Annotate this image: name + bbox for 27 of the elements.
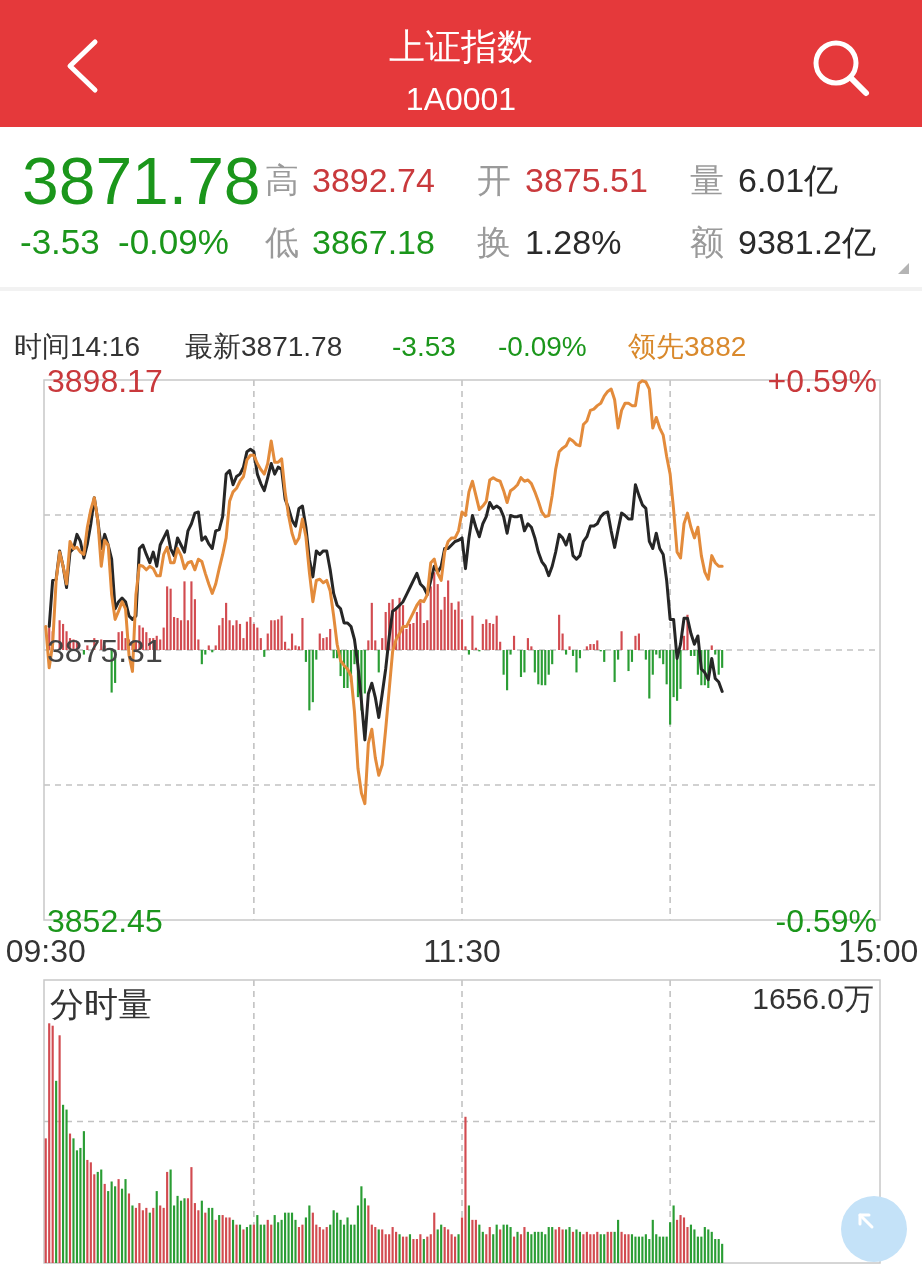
text: 3871.78 bbox=[22, 144, 261, 218]
text: 高 bbox=[265, 161, 299, 199]
text: 1656.0万 bbox=[752, 982, 874, 1015]
text: 1A0001 bbox=[405, 81, 517, 117]
text: 量 bbox=[690, 161, 724, 199]
y2-tick-label: +0.59% bbox=[767, 362, 877, 399]
text: 时间14:16 bbox=[14, 331, 141, 362]
text: 领先3882 bbox=[628, 331, 747, 362]
text: 最新3871.78 bbox=[185, 331, 343, 362]
text: 额 bbox=[690, 223, 724, 261]
text: -3.53 bbox=[20, 222, 100, 261]
text: -0.09% bbox=[498, 331, 587, 362]
text: 3867.18 bbox=[312, 223, 435, 261]
text: 6.01亿 bbox=[738, 161, 839, 199]
text: 3875.51 bbox=[525, 161, 648, 199]
chart-title: 分时量 bbox=[50, 985, 152, 1023]
text: -0.09% bbox=[118, 222, 229, 261]
text: 9381.2亿 bbox=[738, 223, 876, 261]
text: 开 bbox=[477, 161, 511, 199]
text: 换 bbox=[477, 223, 511, 261]
text: 3892.74 bbox=[312, 161, 435, 199]
text: 上证指数 bbox=[389, 26, 533, 67]
y-tick-label: 3898.17 bbox=[47, 362, 163, 399]
text: 1.28% bbox=[525, 223, 622, 261]
text: -3.53 bbox=[392, 331, 456, 362]
text: 低 bbox=[265, 223, 299, 261]
x-tick-label: 11:30 bbox=[423, 933, 501, 969]
